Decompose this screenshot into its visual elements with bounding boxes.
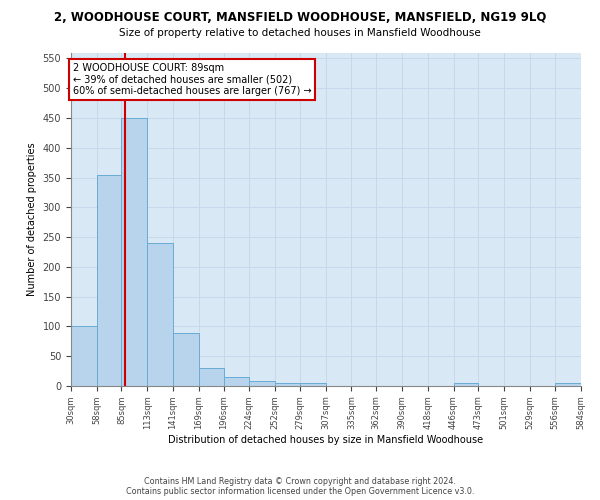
Bar <box>300 383 326 386</box>
Bar <box>121 118 147 386</box>
Bar <box>224 377 250 386</box>
Bar <box>555 383 581 386</box>
Bar <box>275 384 300 386</box>
Bar <box>71 326 97 386</box>
Text: Size of property relative to detached houses in Mansfield Woodhouse: Size of property relative to detached ho… <box>119 28 481 38</box>
Bar <box>173 334 199 386</box>
Text: Contains HM Land Registry data © Crown copyright and database right 2024.
Contai: Contains HM Land Registry data © Crown c… <box>126 476 474 496</box>
Bar <box>199 368 224 386</box>
Bar <box>147 243 173 386</box>
Bar <box>97 174 121 386</box>
Bar <box>454 383 478 386</box>
X-axis label: Distribution of detached houses by size in Mansfield Woodhouse: Distribution of detached houses by size … <box>168 435 483 445</box>
Text: 2 WOODHOUSE COURT: 89sqm
← 39% of detached houses are smaller (502)
60% of semi-: 2 WOODHOUSE COURT: 89sqm ← 39% of detach… <box>73 62 311 96</box>
Text: 2, WOODHOUSE COURT, MANSFIELD WOODHOUSE, MANSFIELD, NG19 9LQ: 2, WOODHOUSE COURT, MANSFIELD WOODHOUSE,… <box>54 11 546 24</box>
Y-axis label: Number of detached properties: Number of detached properties <box>27 142 37 296</box>
Bar <box>250 381 275 386</box>
